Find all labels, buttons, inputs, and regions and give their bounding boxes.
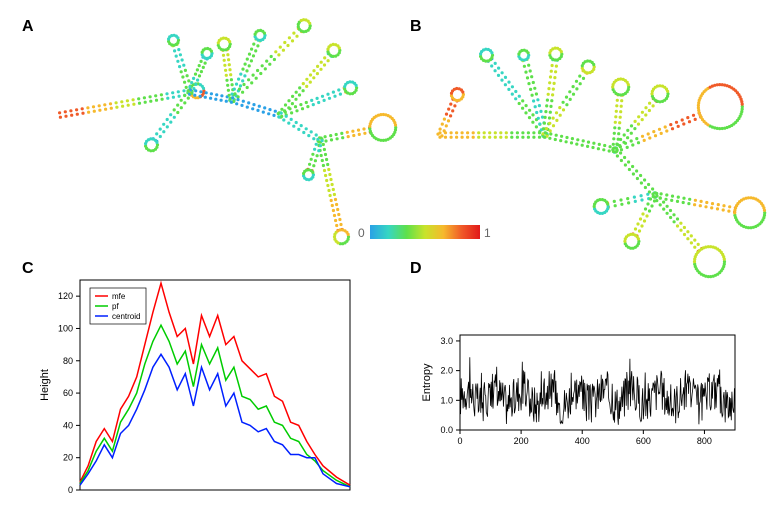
svg-text:20: 20 [63,453,73,463]
svg-text:60: 60 [63,388,73,398]
colorbar-min-label: 0 [358,226,365,240]
svg-text:Height: Height [39,369,51,401]
svg-text:mfe: mfe [112,292,126,301]
svg-text:100: 100 [58,323,73,333]
svg-text:80: 80 [63,356,73,366]
rna-structure-a [0,0,400,250]
svg-text:40: 40 [63,420,73,430]
svg-text:2.0: 2.0 [440,366,453,376]
colorbar-max-label: 1 [484,226,491,240]
svg-text:1.0: 1.0 [440,395,453,405]
svg-text:Entropy: Entropy [421,363,433,401]
svg-text:800: 800 [697,436,712,446]
svg-text:3.0: 3.0 [440,336,453,346]
svg-text:200: 200 [514,436,529,446]
svg-text:120: 120 [58,291,73,301]
svg-text:0: 0 [68,485,73,495]
svg-text:400: 400 [575,436,590,446]
colorbar-gradient [370,225,480,241]
entropy-plot: 0.0 1.0 2.0 3.0 Entropy 0 200 400 600 800 [400,290,779,490]
svg-text:600: 600 [636,436,651,446]
svg-text:pf: pf [112,302,119,311]
svg-text:0.0: 0.0 [440,425,453,435]
svg-text:centroid: centroid [112,312,140,321]
height-plot: 0 20 40 60 80 100 120 Height mfepfcentroid [0,255,400,515]
svg-text:0: 0 [457,436,462,446]
